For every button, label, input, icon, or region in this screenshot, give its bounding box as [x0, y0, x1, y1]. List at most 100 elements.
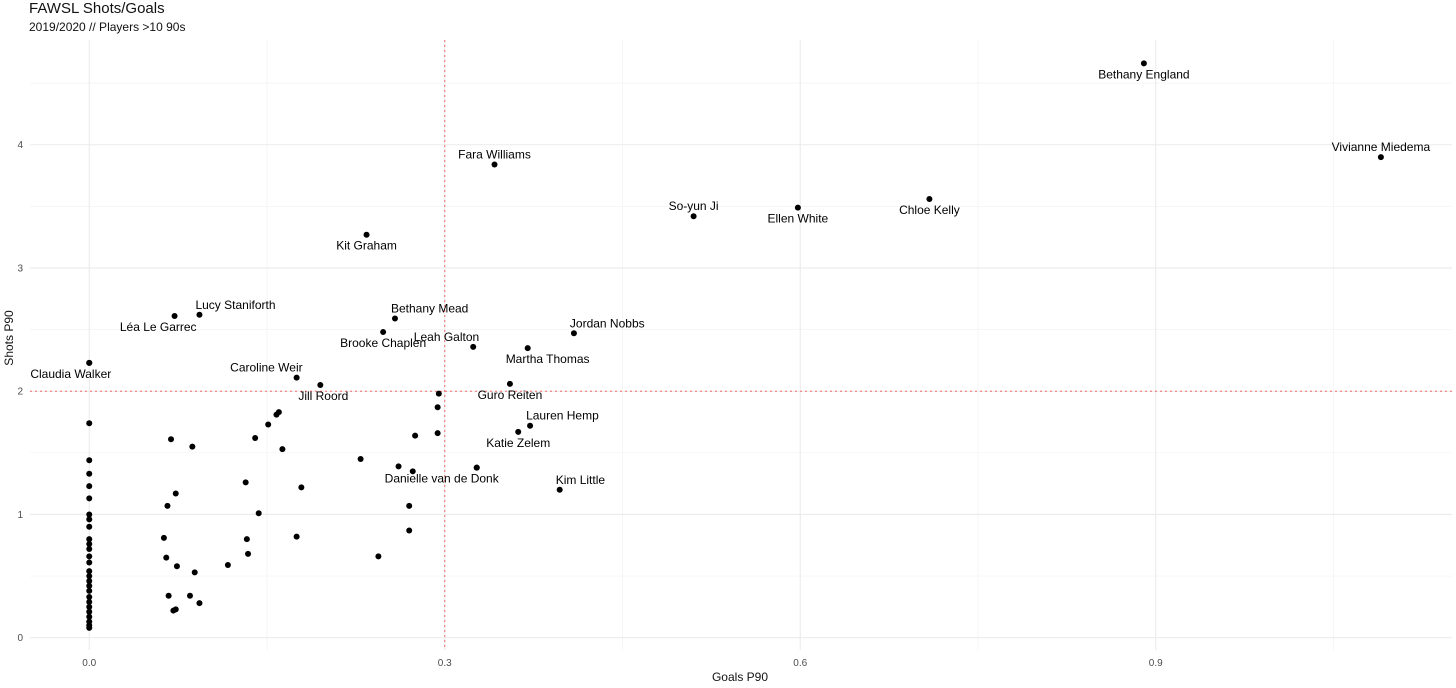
data-point [196, 600, 203, 607]
labeled-data-point [1140, 60, 1147, 67]
point-label: Lauren Hemp [526, 409, 599, 423]
data-point [435, 390, 442, 397]
point-label: Guro Reiten [478, 388, 543, 402]
data-point [86, 603, 93, 610]
axis-ticks: 0.0 0.3 0.6 0.9 0 1 2 3 4 [17, 140, 1163, 669]
data-point [243, 536, 250, 543]
point-label: Fara Williams [458, 147, 531, 161]
point-label: Danielle van de Donk [385, 472, 500, 486]
labeled-data-point [556, 486, 563, 493]
data-point [172, 490, 179, 497]
labeled-data-point [527, 422, 534, 429]
labeled-data-point [293, 374, 300, 381]
data-point [86, 568, 93, 575]
data-point [86, 613, 93, 620]
data-point [86, 553, 93, 560]
chart-title: FAWSL Shots/Goals [29, 0, 165, 17]
point-label: Lucy Staniforth [195, 298, 275, 312]
point-label: Caroline Weir [230, 361, 302, 375]
data-point [275, 409, 282, 416]
point-label: Bethany England [1098, 67, 1189, 81]
data-point [160, 534, 167, 541]
data-point [191, 569, 198, 576]
labeled-data-point [86, 359, 93, 366]
data-points [86, 60, 1384, 631]
labeled-data-point [470, 343, 477, 350]
data-point [252, 435, 259, 442]
labeled-data-point [317, 382, 324, 389]
data-point [86, 470, 93, 477]
data-point [86, 573, 93, 580]
point-label: Brooke Chaplen [340, 336, 426, 350]
labeled-data-point [506, 380, 513, 387]
labeled-data-point [690, 213, 697, 220]
data-point [86, 457, 93, 464]
data-point [406, 502, 413, 509]
labeled-data-point [794, 204, 801, 211]
point-label: Katie Zelem [486, 436, 550, 450]
data-point [86, 598, 93, 605]
x-tick-label: 0.6 [793, 658, 807, 669]
y-tick-label: 4 [17, 140, 23, 151]
x-axis-title: Goals P90 [712, 670, 768, 684]
data-point [168, 436, 175, 443]
data-point [434, 404, 441, 411]
data-point [86, 536, 93, 543]
data-point [375, 553, 382, 560]
data-point [86, 545, 93, 552]
y-tick-label: 3 [17, 263, 23, 274]
labeled-data-point [1377, 154, 1384, 161]
labeled-data-point [473, 464, 480, 471]
grid-lines [30, 40, 1452, 650]
data-point [189, 443, 196, 450]
data-point [86, 577, 93, 584]
labeled-data-point [515, 428, 522, 435]
data-point [86, 582, 93, 589]
labeled-data-point [524, 345, 531, 352]
labeled-data-point [380, 329, 387, 336]
point-label: Ellen White [768, 212, 829, 226]
point-label: Martha Thomas [506, 352, 590, 366]
data-point [242, 479, 249, 486]
labeled-data-point [363, 231, 370, 238]
data-point [186, 592, 193, 599]
data-point [279, 446, 286, 453]
data-point [86, 483, 93, 490]
point-label: Léa Le Garrec [120, 320, 197, 334]
labeled-data-point [171, 313, 178, 320]
point-label: So-yun Ji [669, 199, 719, 213]
data-point [224, 561, 231, 568]
point-label: Claudia Walker [30, 367, 111, 381]
point-label: Kim Little [556, 473, 606, 487]
data-point [86, 587, 93, 594]
labeled-data-point [391, 315, 398, 322]
data-point [265, 421, 272, 428]
labeled-data-point [491, 161, 498, 168]
data-point [86, 523, 93, 530]
y-tick-label: 0 [17, 633, 23, 644]
data-point [298, 484, 305, 491]
data-point [395, 463, 402, 470]
x-tick-label: 0.3 [438, 658, 452, 669]
data-point [434, 430, 441, 437]
reference-lines [30, 40, 1452, 650]
data-point [412, 432, 419, 439]
data-point [409, 468, 416, 475]
labeled-data-point [926, 195, 933, 202]
labeled-data-point [570, 330, 577, 337]
y-axis-title: Shots P90 [2, 310, 16, 366]
point-label: Leah Galton [414, 330, 479, 344]
data-point [357, 455, 364, 462]
point-labels: Bethany England Vivianne Miedema Fara Will… [30, 67, 1430, 486]
point-label: Jordan Nobbs [570, 316, 645, 330]
data-point [245, 550, 252, 557]
point-label: Chloe Kelly [899, 203, 960, 217]
data-point [86, 559, 93, 566]
data-point [86, 624, 93, 631]
x-tick-label: 0.9 [1149, 658, 1163, 669]
data-point [164, 502, 171, 509]
y-tick-label: 2 [17, 387, 23, 398]
data-point [165, 592, 172, 599]
chart-subtitle: 2019/2020 // Players >10 90s [29, 20, 186, 34]
